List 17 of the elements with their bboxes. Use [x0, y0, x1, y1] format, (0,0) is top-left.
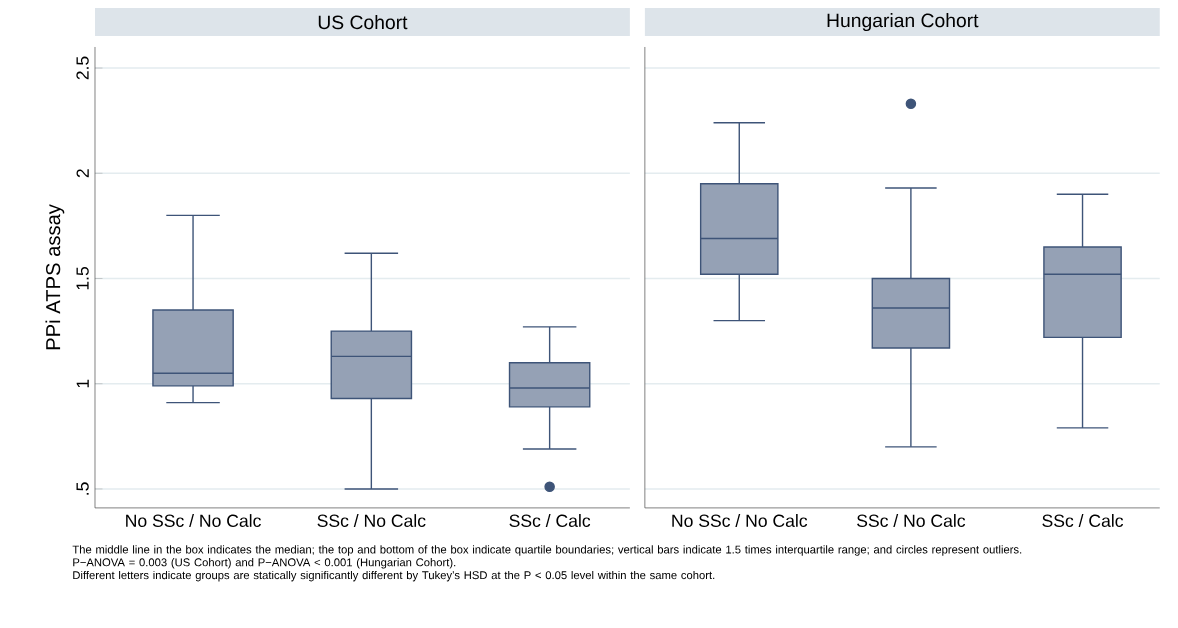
y-tick-label: 2.5	[76, 56, 89, 80]
y-axis-title: PPi ATPS assay	[45, 204, 65, 350]
x-tick-label: SSc / No Calc	[317, 514, 426, 527]
text: Different letters indicate groups are statically significantly different by Tukey’s HSD at the P < 0.05 level within the same cohort.	[73, 570, 715, 582]
x-tick-label: No SSc / No Calc	[672, 514, 808, 527]
y-tick-label: 1.5	[76, 267, 89, 290]
y-tick-label: 2	[76, 169, 89, 178]
y-tick-label: .5	[76, 482, 89, 495]
x-tick-label: No SSc / No Calc	[126, 514, 261, 527]
text: The middle line in the box indicates the median; the top and bottom of the box indicate quartile boundaries; vertical bars indicate 1.5 times interquartile range; and circles represent outliers.	[72, 545, 1022, 556]
text: P−ANOVA = 0.003 (US Cohort) and P−ANOVA < 0.001 (Hungarian Cohort).	[73, 558, 456, 569]
x-tick-label: SSc / Calc	[1042, 514, 1124, 527]
chart-title: Hungarian Cohort	[827, 13, 979, 32]
x-tick-label: SSc / Calc	[509, 514, 591, 527]
x-tick-label: SSc / No Calc	[857, 514, 966, 527]
chart-title: US Cohort	[318, 15, 408, 30]
y-tick-label: 1	[76, 379, 89, 388]
